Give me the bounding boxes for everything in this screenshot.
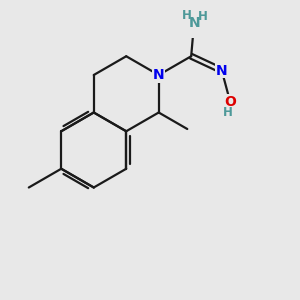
Text: N: N [188, 16, 200, 30]
Text: H: H [223, 106, 232, 119]
Text: H: H [182, 9, 192, 22]
Text: O: O [224, 95, 236, 110]
Text: N: N [216, 64, 228, 77]
Text: N: N [153, 68, 164, 82]
Text: H: H [198, 10, 208, 23]
